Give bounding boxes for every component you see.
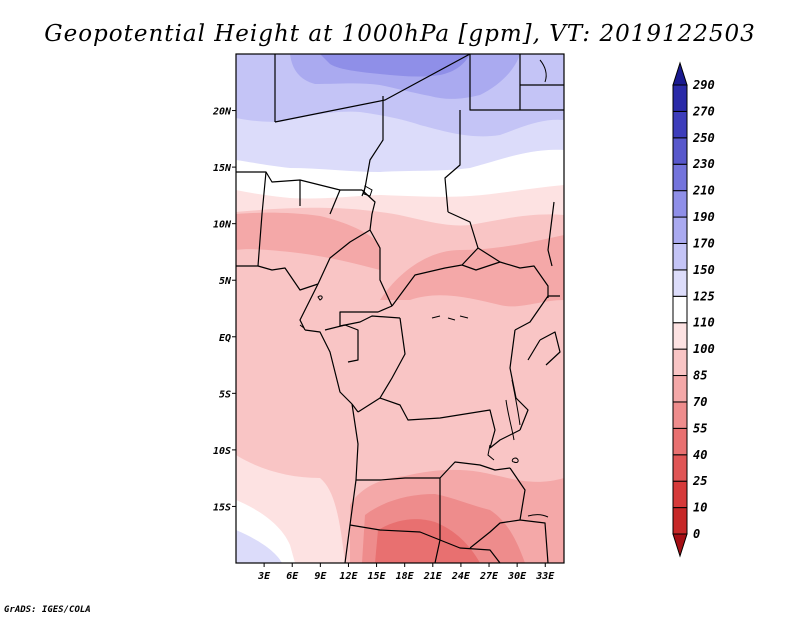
y-tick-label: 15N — [213, 163, 232, 174]
x-tick-label: 33E — [535, 571, 555, 582]
x-tick-label: 24E — [451, 571, 471, 582]
colorbar-label: 100 — [693, 342, 715, 356]
colorbar-label: 270 — [692, 104, 715, 118]
colorbar-segment — [672, 401, 688, 429]
colorbar-label: 40 — [693, 448, 707, 462]
field-band-190-210-north — [320, 54, 470, 77]
colorbar-label: 70 — [693, 395, 707, 409]
chart-title: Geopotential Height at 1000hPa [gpm], VT… — [44, 21, 756, 47]
y-tick-label: 10S — [213, 446, 231, 457]
colorbar-label: 25 — [692, 474, 707, 488]
colorbar-label: 85 — [693, 369, 707, 383]
colorbar-segment — [672, 507, 688, 535]
colorbar-segment — [672, 84, 688, 112]
x-tick-label: 3E — [257, 571, 271, 582]
x-tick-label: 27E — [479, 571, 499, 582]
colorbar-label: 150 — [693, 263, 715, 277]
field-band-125-150-southwest — [236, 530, 282, 563]
y-tick-label: EQ — [219, 333, 231, 344]
field-band-40-55-south — [375, 519, 480, 563]
colorbar-label: 0 — [693, 527, 700, 541]
lakes-coast-detail — [299, 59, 549, 518]
x-tick-label: 21E — [423, 571, 443, 582]
colorbar-segment — [672, 348, 688, 377]
colorbar-label: 210 — [692, 184, 715, 198]
colorbar-top-triangle — [672, 61, 688, 86]
y-tick-label: 15S — [213, 502, 231, 513]
y-axis: 20N 15N 10N 5N EQ 5S 10S 15S — [212, 107, 236, 513]
x-tick-label: 18E — [396, 571, 415, 582]
colorbar-label: 125 — [693, 289, 715, 303]
x-tick-label: 12E — [339, 571, 358, 582]
colorbar-label: 10 — [693, 501, 707, 515]
colorbar-segment — [672, 269, 688, 297]
colorbar-segment — [672, 216, 688, 244]
colorbar-label: 190 — [693, 210, 715, 224]
colorbar-segment — [672, 480, 688, 509]
y-tick-label: 5N — [219, 276, 232, 287]
colorbar-segment — [672, 110, 688, 139]
x-tick-label: 6E — [286, 571, 299, 582]
colorbar-label: 290 — [692, 78, 715, 92]
map-frame — [235, 53, 565, 564]
colorbar-label: 110 — [693, 316, 715, 330]
x-tick-label: 15E — [368, 571, 387, 582]
colorbar-segment — [672, 375, 688, 403]
colorbar-label: 250 — [692, 131, 715, 145]
x-tick-label: 9E — [314, 571, 327, 582]
grads-credit: GrADS: IGES/COLA — [4, 605, 91, 615]
x-axis: 3E 6E 9E 12E 15E 18E 21E 24E 27E 30E 33E — [257, 563, 555, 582]
colorbar-label: 170 — [693, 236, 715, 250]
y-tick-label: 10N — [213, 220, 232, 231]
colorbar-segment — [672, 190, 688, 218]
colorbar-segment — [672, 242, 688, 271]
field-band-70-85-north — [380, 235, 564, 307]
y-tick-label: 20N — [212, 107, 232, 118]
colorbar-bottom-triangle — [672, 533, 688, 558]
colorbar-segment — [672, 137, 688, 165]
colorbar-segment — [672, 427, 688, 456]
colorbar-segment — [672, 454, 688, 482]
x-tick-label: 30E — [507, 571, 527, 582]
colorbar: 0 10 25 40 55 70 85 100 110 125 150 170 190 210 230 250… — [672, 61, 715, 558]
colorbar-segment — [672, 322, 688, 350]
field-band-70-85-west — [236, 212, 380, 270]
colorbar-segment — [672, 163, 688, 192]
colorbar-label: 55 — [693, 421, 707, 435]
colorbar-segment — [672, 295, 688, 324]
map-area — [236, 54, 564, 563]
colorbar-label: 230 — [692, 157, 715, 171]
y-tick-label: 5S — [219, 389, 231, 400]
